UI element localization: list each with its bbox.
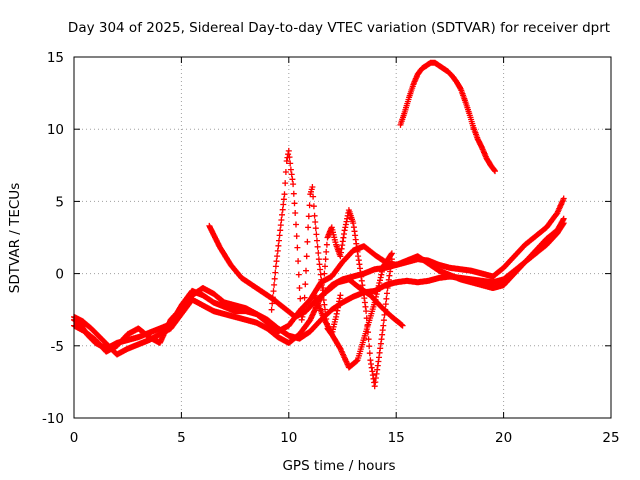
- data-points: [71, 59, 567, 390]
- x-tick-label: 25: [602, 430, 619, 446]
- x-tick-label: 0: [70, 430, 79, 446]
- series-dip-1: [311, 250, 395, 371]
- grid: [74, 57, 611, 418]
- y-tick-label: 10: [47, 122, 64, 138]
- y-tick-label: 15: [47, 50, 64, 66]
- x-tick-label: 10: [280, 430, 297, 446]
- x-tick-label: 15: [388, 430, 405, 446]
- axis-ticks: 0 5 10 15 20 25 -10 -5 0 5 10 15: [42, 50, 620, 446]
- y-tick-label: -10: [42, 411, 64, 427]
- x-axis-label: GPS time / hours: [282, 458, 395, 474]
- plot-frame: [73, 56, 612, 419]
- y-axis-label: SDTVAR / TECUs: [7, 183, 23, 293]
- chart-title: Day 304 of 2025, Sidereal Day-to-day VTE…: [68, 20, 610, 36]
- x-tick-label: 5: [177, 430, 186, 446]
- y-tick-label: 5: [55, 194, 64, 210]
- y-tick-label: -5: [51, 339, 64, 355]
- plus-markers: [397, 59, 498, 175]
- plus-markers: [320, 207, 395, 390]
- x-tick-label: 20: [495, 430, 512, 446]
- y-tick-label: 0: [55, 267, 64, 283]
- series-late-arc: [397, 59, 498, 175]
- series-spike-2: [320, 207, 395, 390]
- plus-markers: [311, 250, 395, 371]
